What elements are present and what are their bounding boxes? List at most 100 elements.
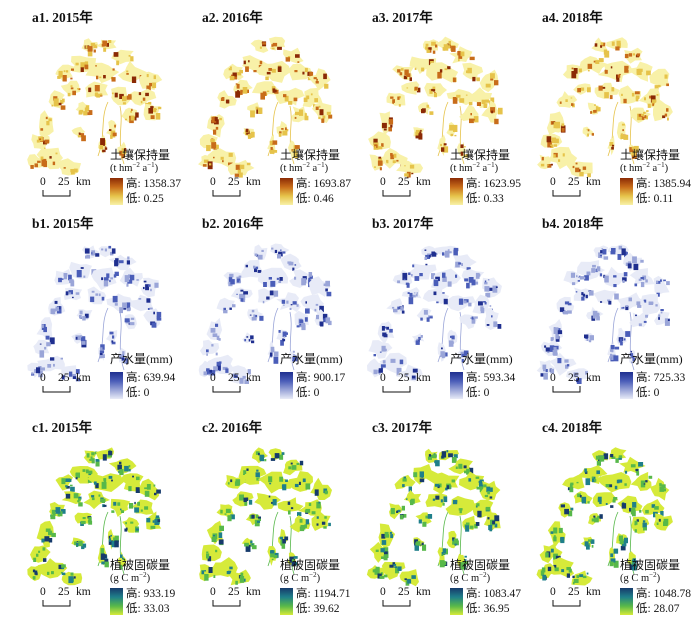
region-patch	[422, 287, 450, 305]
raster-cell	[262, 42, 266, 45]
unit-text: a	[309, 163, 318, 174]
raster-cell	[575, 291, 578, 293]
raster-cell	[135, 487, 140, 493]
scalebar-value: 25	[398, 176, 410, 188]
scalebar-value: 25	[568, 176, 580, 188]
raster-cell	[490, 107, 496, 113]
raster-cell	[126, 73, 129, 75]
raster-cell	[86, 453, 90, 458]
raster-cell	[493, 321, 498, 327]
raster-cell	[484, 282, 488, 285]
raster-cell	[294, 562, 298, 566]
raster-cell	[476, 77, 480, 82]
region-patch	[302, 87, 323, 108]
raster-cell	[392, 99, 395, 103]
raster-cell	[143, 280, 147, 283]
raster-cell	[99, 145, 104, 150]
region-patch	[27, 154, 44, 168]
raster-cell	[100, 94, 103, 97]
raster-cell	[434, 92, 436, 94]
raster-cell	[82, 316, 86, 321]
raster-cell	[93, 44, 98, 49]
raster-cell	[281, 484, 286, 489]
region-patch	[251, 81, 280, 97]
raster-cell	[254, 519, 260, 527]
scalebar-line	[382, 600, 411, 607]
raster-cell	[610, 66, 613, 69]
raster-cell	[255, 514, 259, 519]
region-patch	[401, 81, 420, 95]
raster-cell	[429, 89, 433, 94]
raster-cell	[81, 545, 85, 550]
panel-title: c2. 2016年	[202, 420, 262, 435]
raster-cell	[296, 325, 300, 328]
raster-cell	[451, 45, 456, 52]
raster-cell	[390, 508, 395, 515]
raster-cell	[63, 167, 66, 169]
map-panel-soil-3: a3. 2017年 土壤保持量 (t hm−2 a−1) 高: 1623.95 低: 0…	[352, 6, 527, 206]
raster-cell	[245, 128, 249, 132]
raster-cell	[270, 149, 275, 154]
raster-cell	[405, 374, 408, 377]
scalebar-value: 25	[568, 586, 580, 598]
raster-cell	[100, 548, 105, 554]
raster-cell	[374, 166, 376, 168]
raster-cell	[597, 496, 602, 502]
raster-cell	[34, 163, 38, 168]
raster-cell	[407, 292, 410, 294]
raster-cell	[373, 138, 378, 145]
raster-cell	[569, 483, 573, 488]
raster-cell	[303, 97, 308, 102]
raster-cell	[140, 100, 143, 104]
raster-cell	[609, 561, 614, 567]
raster-cell	[114, 124, 116, 128]
raster-cell	[68, 274, 72, 281]
raster-cell	[58, 277, 62, 283]
raster-cell	[204, 570, 206, 572]
raster-cell	[634, 560, 638, 563]
raster-cell	[411, 172, 414, 175]
raster-cell	[484, 302, 487, 305]
unit-text: (g C m	[450, 573, 480, 584]
raster-cell	[641, 116, 645, 120]
raster-cell	[553, 144, 557, 147]
raster-cell	[572, 575, 575, 578]
raster-cell	[436, 301, 439, 304]
raster-cell	[636, 53, 641, 57]
raster-cell	[228, 68, 232, 71]
raster-cell	[152, 520, 155, 523]
raster-cell	[591, 476, 596, 483]
raster-cell	[281, 128, 284, 130]
raster-cell	[61, 566, 65, 570]
raster-cell	[104, 146, 107, 148]
raster-cell	[101, 296, 105, 301]
raster-cell	[67, 92, 71, 97]
scalebar-zero: 0	[550, 586, 556, 598]
region-patch	[369, 541, 389, 563]
raster-cell	[79, 315, 82, 319]
region-patch	[592, 492, 619, 508]
raster-cell	[293, 97, 298, 102]
region-patch	[117, 61, 147, 83]
raster-cell	[278, 251, 283, 256]
raster-cell	[134, 507, 140, 513]
raster-cell	[310, 93, 313, 96]
raster-cell	[615, 46, 620, 51]
raster-cell	[41, 538, 45, 543]
raster-cell	[444, 352, 448, 357]
raster-cell	[548, 164, 551, 167]
raster-cell	[645, 314, 648, 318]
raster-cell	[404, 578, 407, 581]
raster-cell	[378, 146, 383, 150]
raster-cell	[150, 525, 156, 529]
raster-cell	[398, 104, 401, 107]
raster-cell	[119, 564, 123, 570]
raster-cell	[648, 475, 653, 479]
legend-color-ramp	[620, 588, 633, 615]
raster-cell	[620, 338, 623, 343]
unit-text: (t hm	[110, 163, 133, 174]
raster-cell	[656, 280, 659, 284]
region-patch	[139, 71, 163, 91]
region-patch	[549, 352, 577, 376]
raster-cell	[95, 483, 99, 489]
